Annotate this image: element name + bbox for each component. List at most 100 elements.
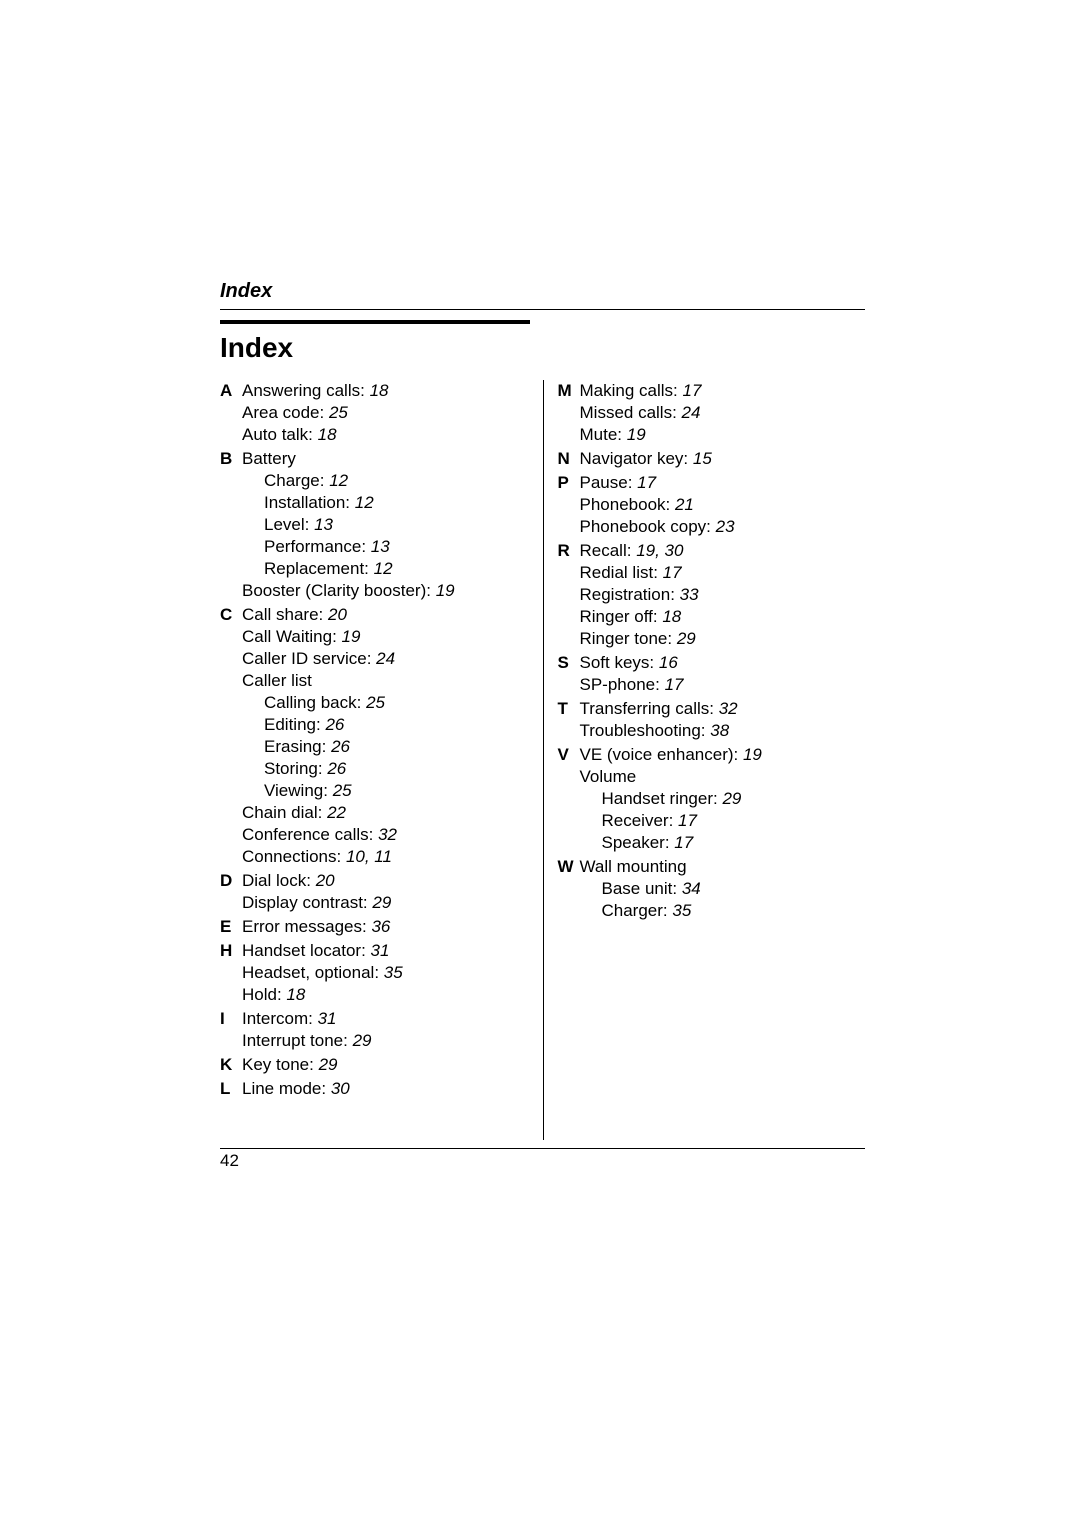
index-subentry: Editing: 26 [242, 714, 528, 736]
index-entry: SP-phone: 17 [558, 674, 866, 696]
index-body: Ringer off: 18 [580, 606, 866, 628]
index-entry: Ringer tone: 29 [558, 628, 866, 650]
index-letter [220, 580, 242, 602]
index-line: Hold: 18 [242, 984, 528, 1006]
index-group: EError messages: 36 [220, 916, 528, 938]
index-line: Booster (Clarity booster): 19 [242, 580, 528, 602]
index-letter: B [220, 448, 242, 580]
index-subentry: Speaker: 17 [580, 832, 866, 854]
index-body: Area code: 25 [242, 402, 528, 424]
index-letter: V [558, 744, 580, 766]
index-entry: Registration: 33 [558, 584, 866, 606]
index-title: Index [220, 332, 865, 364]
index-group: SSoft keys: 16SP-phone: 17 [558, 652, 866, 696]
index-line: Pause: 17 [580, 472, 866, 494]
index-group: LLine mode: 30 [220, 1078, 528, 1100]
index-letter [220, 424, 242, 446]
index-entry: BBatteryCharge: 12Installation: 12Level:… [220, 448, 528, 580]
index-letter [558, 674, 580, 696]
index-line: Missed calls: 24 [580, 402, 866, 424]
index-letter: I [220, 1008, 242, 1030]
index-letter [220, 846, 242, 868]
index-line: Ringer tone: 29 [580, 628, 866, 650]
index-body: Headset, optional: 35 [242, 962, 528, 984]
index-body: Display contrast: 29 [242, 892, 528, 914]
index-letter: L [220, 1078, 242, 1100]
index-group: DDial lock: 20Display contrast: 29 [220, 870, 528, 914]
index-line: Caller list [242, 670, 528, 692]
index-group: HHandset locator: 31Headset, optional: 3… [220, 940, 528, 1006]
index-body: Caller ID service: 24 [242, 648, 528, 670]
index-body: Caller listCalling back: 25Editing: 26Er… [242, 670, 528, 802]
index-line: Display contrast: 29 [242, 892, 528, 914]
index-entry: NNavigator key: 15 [558, 448, 866, 470]
index-body: Connections: 10, 11 [242, 846, 528, 868]
index-body: Registration: 33 [580, 584, 866, 606]
index-body: Answering calls: 18 [242, 380, 528, 402]
index-body: Conference calls: 32 [242, 824, 528, 846]
index-subentry: Charge: 12 [242, 470, 528, 492]
index-entry: Troubleshooting: 38 [558, 720, 866, 742]
index-letter [220, 892, 242, 914]
index-line: Chain dial: 22 [242, 802, 528, 824]
index-subentry: Receiver: 17 [580, 810, 866, 832]
index-subentry: Replacement: 12 [242, 558, 528, 580]
index-body: Interrupt tone: 29 [242, 1030, 528, 1052]
index-letter [220, 626, 242, 648]
index-letter: E [220, 916, 242, 938]
index-letter: K [220, 1054, 242, 1076]
index-body: Dial lock: 20 [242, 870, 528, 892]
index-body: Navigator key: 15 [580, 448, 866, 470]
heavy-rule [220, 320, 530, 324]
index-letter: W [558, 856, 580, 922]
index-subentry: Level: 13 [242, 514, 528, 536]
section-label: Index [220, 280, 865, 303]
index-subentry: Installation: 12 [242, 492, 528, 514]
index-letter [558, 628, 580, 650]
index-body: Missed calls: 24 [580, 402, 866, 424]
index-body: Recall: 19, 30 [580, 540, 866, 562]
index-letter: P [558, 472, 580, 494]
index-entry: Area code: 25 [220, 402, 528, 424]
index-group: RRecall: 19, 30Redial list: 17Registrati… [558, 540, 866, 650]
index-subentry: Handset ringer: 29 [580, 788, 866, 810]
index-line: Ringer off: 18 [580, 606, 866, 628]
index-line: Volume [580, 766, 866, 788]
index-line: Caller ID service: 24 [242, 648, 528, 670]
index-entry: VolumeHandset ringer: 29Receiver: 17Spea… [558, 766, 866, 854]
index-body: Call Waiting: 19 [242, 626, 528, 648]
index-line: Transferring calls: 32 [580, 698, 866, 720]
index-letter: S [558, 652, 580, 674]
index-entry: Missed calls: 24 [558, 402, 866, 424]
index-letter [220, 984, 242, 1006]
top-rule [220, 309, 865, 310]
index-body: Troubleshooting: 38 [580, 720, 866, 742]
index-body: Ringer tone: 29 [580, 628, 866, 650]
index-body: Soft keys: 16 [580, 652, 866, 674]
index-group: MMaking calls: 17Missed calls: 24Mute: 1… [558, 380, 866, 446]
index-letter [220, 962, 242, 984]
index-letter [558, 562, 580, 584]
index-group: IIntercom: 31Interrupt tone: 29 [220, 1008, 528, 1052]
index-line: Navigator key: 15 [580, 448, 866, 470]
index-letter [558, 402, 580, 424]
index-line: Phonebook: 21 [580, 494, 866, 516]
index-line: Conference calls: 32 [242, 824, 528, 846]
index-body: Wall mountingBase unit: 34Charger: 35 [580, 856, 866, 922]
index-letter [558, 766, 580, 854]
index-body: Auto talk: 18 [242, 424, 528, 446]
index-line: Connections: 10, 11 [242, 846, 528, 868]
index-line: Recall: 19, 30 [580, 540, 866, 562]
index-body: Chain dial: 22 [242, 802, 528, 824]
index-entry: WWall mountingBase unit: 34Charger: 35 [558, 856, 866, 922]
index-line: Call Waiting: 19 [242, 626, 528, 648]
index-letter [558, 494, 580, 516]
index-entry: KKey tone: 29 [220, 1054, 528, 1076]
index-line: Answering calls: 18 [242, 380, 528, 402]
index-subentry: Performance: 13 [242, 536, 528, 558]
index-line: Interrupt tone: 29 [242, 1030, 528, 1052]
index-group: WWall mountingBase unit: 34Charger: 35 [558, 856, 866, 922]
index-group: TTransferring calls: 32Troubleshooting: … [558, 698, 866, 742]
index-entry: Phonebook: 21 [558, 494, 866, 516]
index-entry: SSoft keys: 16 [558, 652, 866, 674]
